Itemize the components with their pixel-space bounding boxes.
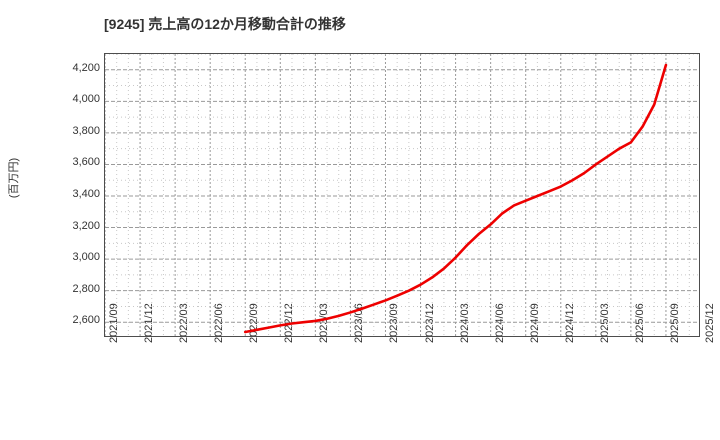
y-tick-label: 4,000 — [72, 93, 100, 106]
y-axis-tick-labels: 2,600 2,800 3,000 3,200 3,400 3,600 3,800 4,000… — [0, 0, 100, 440]
y-tick-label: 3,200 — [72, 219, 100, 232]
x-tick-label: 2025/12 — [704, 303, 716, 343]
plot-svg — [105, 54, 699, 336]
data-series — [243, 63, 668, 334]
grid-major — [105, 69, 699, 323]
y-tick-label: 4,200 — [72, 61, 100, 74]
y-tick-label: 3,000 — [72, 251, 100, 264]
y-tick-label: 2,800 — [72, 282, 100, 295]
plot-area — [104, 53, 700, 337]
y-tick-label: 3,400 — [72, 188, 100, 200]
y-tick-label: 3,600 — [72, 156, 100, 169]
page-title: [9245] 売上高の12か月移動合計の推移 — [104, 16, 346, 32]
y-tick-label: 2,600 — [72, 314, 100, 327]
y-tick-label: 3,800 — [72, 124, 100, 137]
series-line — [243, 63, 668, 334]
